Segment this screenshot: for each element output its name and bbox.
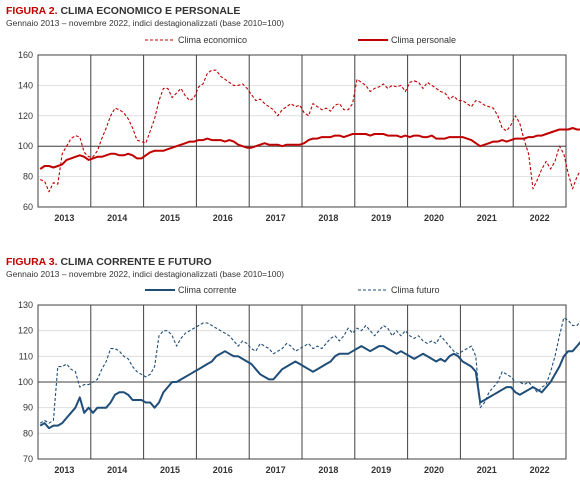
x-tick-label: 2013 [54, 465, 74, 475]
x-tick-label: 2016 [213, 213, 233, 223]
x-tick-label: 2017 [266, 213, 286, 223]
x-tick-label: 2017 [266, 465, 286, 475]
y-tick-label: 70 [23, 454, 33, 464]
figure-number: FIGURA 2. [6, 5, 58, 17]
figure-title: FIGURA 2. CLIMA ECONOMICO E PERSONALE [6, 5, 240, 17]
figure-title-text: CLIMA ECONOMICO E PERSONALE [60, 5, 241, 17]
y-tick-label: 120 [18, 326, 33, 336]
plot-frame [37, 54, 567, 208]
x-tick-label: 2014 [107, 213, 127, 223]
x-tick-label: 2013 [54, 213, 74, 223]
y-tick-label: 120 [18, 111, 33, 121]
x-tick-label: 2015 [160, 465, 180, 475]
x-tick-label: 2021 [477, 213, 497, 223]
figure-number: FIGURA 3. [6, 256, 58, 268]
series-line-clima-corrente [39, 341, 580, 430]
x-tick-label: 2020 [424, 465, 444, 475]
figure-title: FIGURA 3. CLIMA CORRENTE E FUTURO [6, 256, 212, 268]
legend-label: Clima economico [178, 35, 247, 45]
legend-label: Clima corrente [178, 285, 237, 295]
x-tick-label: 2018 [318, 213, 338, 223]
x-tick-label: 2022 [530, 465, 550, 475]
series-line-clima-economico [40, 69, 580, 193]
y-tick-label: 100 [18, 377, 33, 387]
figure-subtitle: Gennaio 2013 – novembre 2022, indici des… [6, 269, 285, 279]
y-tick-label: 160 [18, 50, 33, 60]
gridlines [38, 54, 566, 208]
x-tick-label: 2018 [318, 465, 338, 475]
x-tick-label: 2022 [530, 213, 550, 223]
x-tick-label: 2019 [371, 213, 391, 223]
y-tick-label: 80 [23, 428, 33, 438]
x-tick-label: 2019 [371, 465, 391, 475]
y-tick-label: 130 [18, 300, 33, 310]
y-tick-label: 100 [18, 141, 33, 151]
x-tick-label: 2014 [107, 465, 127, 475]
x-tick-label: 2015 [160, 213, 180, 223]
figure-subtitle: Gennaio 2013 – novembre 2022, indici des… [6, 18, 285, 28]
y-tick-label: 80 [23, 172, 33, 182]
chart-clima-corrente-futuro: 70 80 90 100 110 120 130 2013 2014 2015 2016 2017 20… [18, 285, 580, 475]
legend-label: Clima futuro [391, 285, 440, 295]
chart-clima-economico-personale: 60 80 100 120 140 160 2013 2014 2015 2016 2017 2018… [18, 35, 580, 223]
y-tick-label: 140 [18, 80, 33, 90]
y-tick-label: 90 [23, 403, 33, 413]
figure-title-text: CLIMA CORRENTE E FUTURO [60, 256, 212, 268]
figure-3: FIGURA 3. CLIMA CORRENTE E FUTURO Gennai… [0, 243, 580, 486]
y-tick-label: 110 [19, 351, 33, 361]
legend-label: Clima personale [391, 35, 456, 45]
x-tick-label: 2020 [424, 213, 444, 223]
y-tick-label: 60 [23, 202, 33, 212]
series-line-clima-personale [39, 127, 580, 170]
x-tick-label: 2021 [477, 465, 497, 475]
x-tick-label: 2016 [213, 465, 233, 475]
figure-2: FIGURA 2. CLIMA ECONOMICO E PERSONALE Ge… [6, 5, 580, 223]
